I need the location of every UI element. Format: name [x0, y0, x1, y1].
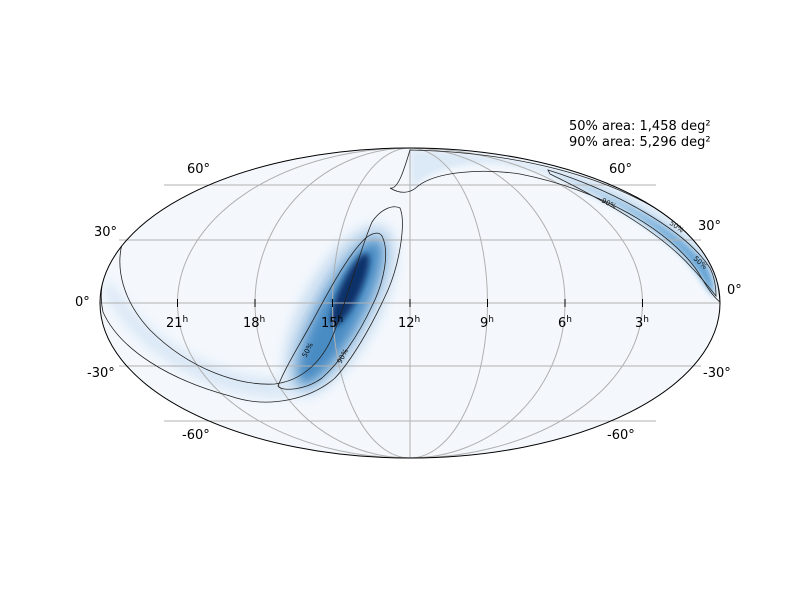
ra-label-15h: 15h: [321, 315, 343, 331]
dec-labels-left: 60° 30° 0° -30° -60°: [75, 162, 210, 443]
dec-label-right-30: 30°: [698, 219, 721, 234]
dec-label-left-0: 0°: [75, 295, 90, 310]
ra-label-12h: 12h: [398, 315, 420, 331]
dec-label-right-0: 0°: [727, 283, 742, 298]
dec-label-left-m30: -30°: [87, 366, 115, 381]
dec-label-left-60: 60°: [187, 162, 210, 177]
contour-50-arc: [547, 169, 717, 298]
dec-label-right-m60: -60°: [607, 428, 635, 443]
ra-label-3h: 3h: [635, 315, 649, 331]
contour-90-arc: [389, 149, 720, 303]
prob-main-core: [330, 253, 370, 327]
ra-labels: 21h 18h 15h 12h 9h 6h 3h: [166, 315, 649, 331]
dec-label-left-m60: -60°: [182, 428, 210, 443]
prob-band-south: [103, 280, 294, 399]
ra-ticks: [177, 299, 643, 307]
contours: [100, 149, 720, 403]
map-border: [99, 147, 721, 459]
contour-50-main: [277, 232, 387, 390]
dec-label-right-60: 60°: [609, 162, 632, 177]
ra-label-18h: 18h: [243, 315, 265, 331]
dec-label-left-30: 30°: [94, 225, 117, 240]
area-50-annotation: 50% area: 1,458 deg²: [569, 119, 711, 134]
ra-label-21h: 21h: [166, 315, 188, 331]
probability-density: [103, 150, 716, 399]
dec-labels-right: 60° 30° 0° -30° -60°: [607, 162, 742, 443]
area-90-annotation: 90% area: 5,296 deg²: [569, 135, 711, 150]
ra-label-9h: 9h: [480, 315, 494, 331]
dec-label-right-m30: -30°: [703, 366, 731, 381]
ra-label-6h: 6h: [558, 315, 572, 331]
